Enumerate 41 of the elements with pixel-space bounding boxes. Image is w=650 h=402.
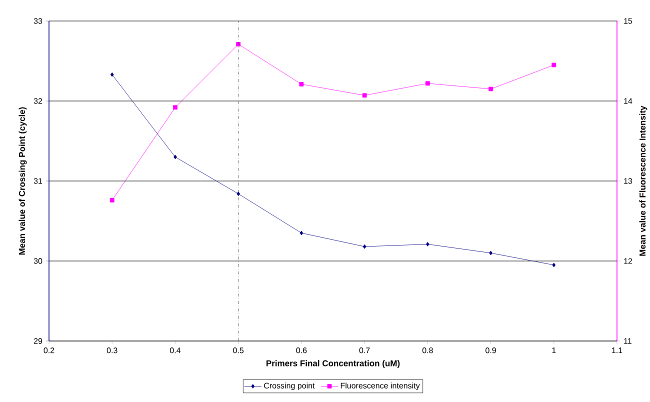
point (362, 93, 367, 98)
point (236, 42, 241, 46)
point (110, 198, 114, 202)
x-tick-label: 1 (552, 348, 556, 354)
y2-tick-label: 13 (624, 178, 632, 184)
y-tick-label: 31 (34, 178, 42, 184)
point (426, 242, 430, 246)
point (362, 244, 366, 249)
x-tick-label: 0.4 (170, 348, 181, 354)
legend-label: Crossing point (264, 382, 315, 390)
legend-label: Fluorescence intensity (340, 382, 420, 390)
y-tick-label: 32 (34, 98, 42, 104)
y-tick-label: 29 (34, 338, 42, 344)
x-tick-label: 1.1 (612, 348, 622, 354)
y-axis-title: Mean value of Crossing Point (cycle) (18, 107, 27, 255)
x-tick-label: 0.9 (486, 348, 496, 354)
point (110, 72, 114, 77)
point (173, 105, 178, 110)
x-axis-title: Primers Final Concentration (uM) (266, 360, 400, 368)
point (300, 230, 304, 236)
y-tick-label: 33 (34, 18, 42, 24)
x-tick-label: 0.6 (296, 348, 307, 354)
point (488, 86, 493, 92)
x-tick-label: 0.8 (422, 348, 433, 354)
point (552, 62, 556, 68)
x-tick-label: 0.3 (106, 348, 118, 354)
point (236, 192, 240, 196)
y-tick-label: 30 (34, 258, 42, 264)
point (552, 262, 556, 268)
point (489, 250, 492, 256)
x-tick-label: 0.5 (233, 348, 244, 354)
point (174, 154, 177, 160)
point (425, 81, 430, 86)
x-tick-label: 0.2 (44, 348, 54, 354)
y2-tick-label: 12 (624, 258, 632, 264)
y2-axis-title: Mean value of Fluorescence Intensity (639, 106, 648, 256)
y2-tick-label: 11 (624, 338, 632, 344)
point (299, 82, 304, 86)
y2-tick-label: 14 (624, 98, 632, 104)
y2-tick-label: 15 (624, 18, 632, 24)
x-tick-label: 0.7 (359, 348, 370, 354)
